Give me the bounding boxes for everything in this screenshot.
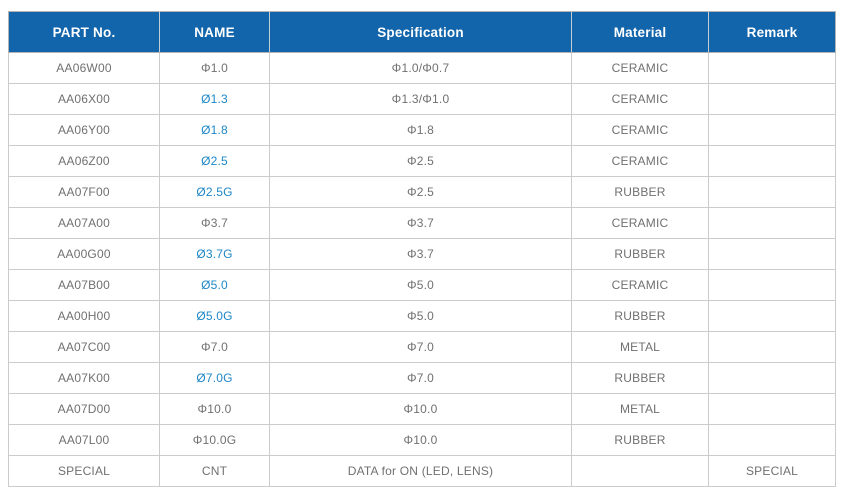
cell-part-no: AA06X00: [8, 83, 160, 115]
cell-name: Ø2.5: [159, 145, 270, 177]
cell-remark: [708, 176, 836, 208]
cell-spec: Φ2.5: [269, 145, 572, 177]
table-row: AA06Z00 Ø2.5 Φ2.5 CERAMIC: [8, 145, 836, 177]
cell-material: CERAMIC: [571, 269, 709, 301]
cell-part-no: AA07D00: [8, 393, 160, 425]
cell-part-no: AA07B00: [8, 269, 160, 301]
cell-material: RUBBER: [571, 300, 709, 332]
cell-material: CERAMIC: [571, 114, 709, 146]
table-row: AA07F00 Ø2.5G Φ2.5 RUBBER: [8, 176, 836, 208]
cell-remark: [708, 83, 836, 115]
cell-name: Φ3.7: [159, 207, 270, 239]
cell-part-no: AA00G00: [8, 238, 160, 270]
column-header-part-no: PART No.: [8, 11, 160, 53]
cell-part-no: AA07K00: [8, 362, 160, 394]
cell-remark: [708, 362, 836, 394]
cell-part-no: AA07C00: [8, 331, 160, 363]
cell-material: RUBBER: [571, 176, 709, 208]
cell-remark: [708, 424, 836, 456]
cell-material: CERAMIC: [571, 52, 709, 84]
cell-material: METAL: [571, 393, 709, 425]
cell-spec: Φ1.3/Φ1.0: [269, 83, 572, 115]
table-row: AA07A00 Φ3.7 Φ3.7 CERAMIC: [8, 207, 836, 239]
cell-spec: Φ7.0: [269, 362, 572, 394]
cell-spec: Φ5.0: [269, 300, 572, 332]
cell-material: METAL: [571, 331, 709, 363]
cell-spec: Φ2.5: [269, 176, 572, 208]
cell-part-no: AA06Z00: [8, 145, 160, 177]
column-header-remark: Remark: [708, 11, 836, 53]
table-row: AA07K00 Ø7.0G Φ7.0 RUBBER: [8, 362, 836, 394]
cell-remark: [708, 52, 836, 84]
cell-remark: [708, 238, 836, 270]
cell-part-no: AA07L00: [8, 424, 160, 456]
cell-spec: Φ10.0: [269, 424, 572, 456]
cell-remark: SPECIAL: [708, 455, 836, 487]
cell-spec: Φ3.7: [269, 238, 572, 270]
table-row: AA00H00 Ø5.0G Φ5.0 RUBBER: [8, 300, 836, 332]
cell-spec: Φ3.7: [269, 207, 572, 239]
cell-material: RUBBER: [571, 362, 709, 394]
cell-remark: [708, 331, 836, 363]
table-row: AA06Y00 Ø1.8 Φ1.8 CERAMIC: [8, 114, 836, 146]
cell-name: Ø1.8: [159, 114, 270, 146]
cell-remark: [708, 269, 836, 301]
cell-name: Ø2.5G: [159, 176, 270, 208]
cell-name: Φ7.0: [159, 331, 270, 363]
column-header-specification: Specification: [269, 11, 572, 53]
cell-name: CNT: [159, 455, 270, 487]
table-row: AA07B00 Ø5.0 Φ5.0 CERAMIC: [8, 269, 836, 301]
cell-name: Ø7.0G: [159, 362, 270, 394]
table-row: AA07C00 Φ7.0 Φ7.0 METAL: [8, 331, 836, 363]
cell-spec: Φ7.0: [269, 331, 572, 363]
table-row: SPECIAL CNT DATA for ON (LED, LENS) SPECIAL: [8, 455, 836, 487]
cell-name: Φ1.0: [159, 52, 270, 84]
cell-remark: [708, 114, 836, 146]
column-header-material: Material: [571, 11, 709, 53]
cell-material: CERAMIC: [571, 83, 709, 115]
cell-name: Ø5.0G: [159, 300, 270, 332]
cell-name: Ø5.0: [159, 269, 270, 301]
cell-remark: [708, 207, 836, 239]
cell-material: RUBBER: [571, 238, 709, 270]
cell-spec: Φ1.0/Φ0.7: [269, 52, 572, 84]
cell-spec: DATA for ON (LED, LENS): [269, 455, 572, 487]
cell-part-no: SPECIAL: [8, 455, 160, 487]
cell-part-no: AA07F00: [8, 176, 160, 208]
cell-remark: [708, 393, 836, 425]
table-row: AA07D00 Φ10.0 Φ10.0 METAL: [8, 393, 836, 425]
cell-remark: [708, 300, 836, 332]
parts-table-header: PART No. NAME Specification Material Rem…: [8, 11, 836, 53]
cell-material: CERAMIC: [571, 207, 709, 239]
cell-name: Ø1.3: [159, 83, 270, 115]
parts-table-body: AA06W00 Φ1.0 Φ1.0/Φ0.7 CERAMIC AA06X00 Ø1.3 Φ1…: [8, 52, 836, 487]
cell-name: Ø3.7G: [159, 238, 270, 270]
cell-part-no: AA00H00: [8, 300, 160, 332]
cell-part-no: AA07A00: [8, 207, 160, 239]
column-header-name: NAME: [159, 11, 270, 53]
cell-material: [571, 455, 709, 487]
parts-spec-table-container: PART No. NAME Specification Material Rem…: [8, 11, 836, 487]
cell-material: RUBBER: [571, 424, 709, 456]
cell-spec: Φ1.8: [269, 114, 572, 146]
table-row: AA06X00 Ø1.3 Φ1.3/Φ1.0 CERAMIC: [8, 83, 836, 115]
cell-part-no: AA06W00: [8, 52, 160, 84]
cell-part-no: AA06Y00: [8, 114, 160, 146]
table-row: AA07L00 Φ10.0G Φ10.0 RUBBER: [8, 424, 836, 456]
cell-remark: [708, 145, 836, 177]
cell-material: CERAMIC: [571, 145, 709, 177]
cell-name: Φ10.0: [159, 393, 270, 425]
parts-table: PART No. NAME Specification Material Rem…: [8, 11, 836, 487]
table-row: AA06W00 Φ1.0 Φ1.0/Φ0.7 CERAMIC: [8, 52, 836, 84]
table-row: AA00G00 Ø3.7G Φ3.7 RUBBER: [8, 238, 836, 270]
header-row: PART No. NAME Specification Material Rem…: [8, 11, 836, 53]
cell-spec: Φ10.0: [269, 393, 572, 425]
cell-name: Φ10.0G: [159, 424, 270, 456]
cell-spec: Φ5.0: [269, 269, 572, 301]
